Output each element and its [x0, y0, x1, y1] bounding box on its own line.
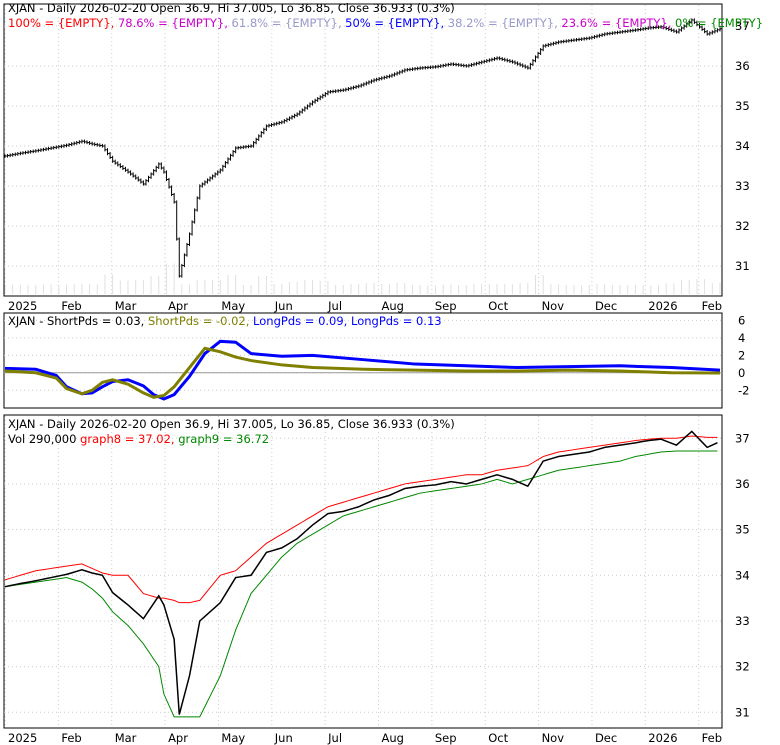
x-tick-label: Sep [435, 299, 457, 313]
y-tick-label: 4 [738, 331, 745, 345]
x-tick-label: Nov [542, 299, 565, 313]
y-tick-label: 2 [738, 348, 745, 362]
legend-entry-0: XJAN - ShortPds = 0.03, [8, 314, 144, 328]
x-tick-label: Dec [595, 299, 617, 313]
y-tick-label: -2 [738, 383, 749, 397]
legend-entry-6: 0% = {EMPTY} [671, 16, 763, 30]
trend-series-price [4, 430, 718, 715]
x-tick-label: 2025 [8, 731, 37, 745]
price-bars [4, 18, 722, 278]
x-tick-label: Feb [61, 299, 81, 313]
legend-entry-2: 61.8% = {EMPTY}, [228, 16, 342, 30]
y-tick-label: 33 [735, 614, 750, 628]
x-tick-label: 2025 [8, 299, 37, 313]
fib-legend: 100% = {EMPTY}, 78.6% = {EMPTY}, 61.8% =… [8, 16, 763, 30]
y-tick-label: 34 [735, 139, 750, 153]
x-tick-label: Feb [61, 731, 81, 745]
legend-entry-2: LongPds = 0.09, [249, 314, 347, 328]
x-tick-label: Jul [327, 299, 342, 313]
oscillator-legend: XJAN - ShortPds = 0.03, ShortPds = -0.02… [8, 314, 442, 328]
y-tick-label: 35 [735, 523, 750, 537]
price-title: XJAN - Daily 2026-02-20 Open 36.9, Hi 37… [8, 1, 455, 15]
trend-y-ticks: 31 32 33 34 35 36 37 [735, 431, 750, 719]
y-tick-label: 37 [735, 431, 750, 445]
oscillator-panel: 6 4 2 0 -2 XJAN - ShortPds = 0.03, ShortPds … [3, 312, 749, 409]
trend-lines [4, 430, 718, 718]
x-tick-label: 2026 [648, 731, 677, 745]
legend-entry-0: Vol 290,000 [8, 432, 76, 446]
x-tick-label: Jun [274, 731, 293, 745]
trend-x-ticks: 2025 Feb Mar Apr May Jun Jul Aug Sep Oct Nov Dec 202… [8, 731, 722, 745]
x-tick-label: Dec [595, 731, 617, 745]
y-tick-label: 6 [738, 313, 745, 327]
oscillator-series-1 [4, 346, 721, 399]
price-x-ticks: 2025 Feb Mar Apr May Jun Jul Aug Sep Oct Nov Dec 202… [8, 299, 722, 313]
y-tick-label: 31 [735, 259, 750, 273]
legend-entry-3: LongPds = 0.13 [347, 314, 441, 328]
legend-entry-3: 50% = {EMPTY}, [342, 16, 445, 30]
price-panel: 31 32 33 34 35 36 37 2025 Feb Mar Apr May Jun Jul Aug… [3, 1, 763, 313]
y-tick-label: 32 [735, 660, 750, 674]
x-tick-label: Aug [382, 731, 404, 745]
x-tick-label: 2026 [648, 299, 677, 313]
y-tick-label: 33 [735, 179, 750, 193]
trend-panel-frame [3, 414, 723, 729]
x-tick-label: Feb [702, 299, 722, 313]
x-tick-label: Oct [488, 731, 508, 745]
x-tick-label: Aug [382, 299, 404, 313]
x-tick-label: Nov [542, 731, 565, 745]
x-tick-label: May [221, 299, 245, 313]
legend-entry-0: 100% = {EMPTY}, [8, 16, 114, 30]
y-tick-label: 0 [738, 366, 745, 380]
x-tick-label: Sep [435, 731, 457, 745]
price-y-ticks: 31 32 33 34 35 36 37 [735, 19, 750, 273]
x-tick-label: Apr [168, 731, 188, 745]
x-tick-label: Jun [274, 299, 293, 313]
y-tick-label: 31 [735, 705, 750, 719]
price-panel-frame [3, 3, 723, 297]
legend-entry-1: 78.6% = {EMPTY}, [114, 16, 228, 30]
y-tick-label: 36 [735, 59, 750, 73]
x-tick-label: Mar [115, 731, 137, 745]
x-tick-label: Oct [488, 299, 508, 313]
x-tick-label: Jul [327, 731, 342, 745]
trend-series-graph9 [4, 450, 718, 718]
volume-bars [4, 263, 721, 294]
x-tick-label: May [221, 731, 245, 745]
legend-entry-1: ShortPds = -0.02, [144, 314, 249, 328]
trend-legend: Vol 290,000 graph8 = 37.02, graph9 = 36.… [8, 432, 269, 446]
y-tick-label: 34 [735, 568, 750, 582]
y-tick-label: 37 [735, 19, 750, 33]
oscillator-y-ticks: 6 4 2 0 -2 [738, 313, 749, 397]
legend-entry-1: graph8 = 37.02, [76, 432, 174, 446]
trend-title: XJAN - Daily 2026-02-20 Open 36.9, Hi 37… [8, 417, 455, 431]
oscillator-lines [4, 339, 722, 401]
legend-entry-5: 23.6% = {EMPTY}, [558, 16, 672, 30]
x-tick-label: Mar [115, 299, 137, 313]
y-tick-label: 35 [735, 99, 750, 113]
trend-panel: 31 32 33 34 35 36 37 2025 Feb Mar Apr May Jun Jul Aug… [3, 414, 750, 745]
trend-series-graph8 [4, 435, 718, 604]
y-tick-label: 36 [735, 477, 750, 491]
x-tick-label: Feb [702, 731, 722, 745]
legend-entry-4: 38.2% = {EMPTY}, [444, 16, 558, 30]
x-tick-label: Apr [168, 299, 188, 313]
y-tick-label: 32 [735, 219, 750, 233]
legend-entry-2: graph9 = 36.72 [175, 432, 270, 446]
